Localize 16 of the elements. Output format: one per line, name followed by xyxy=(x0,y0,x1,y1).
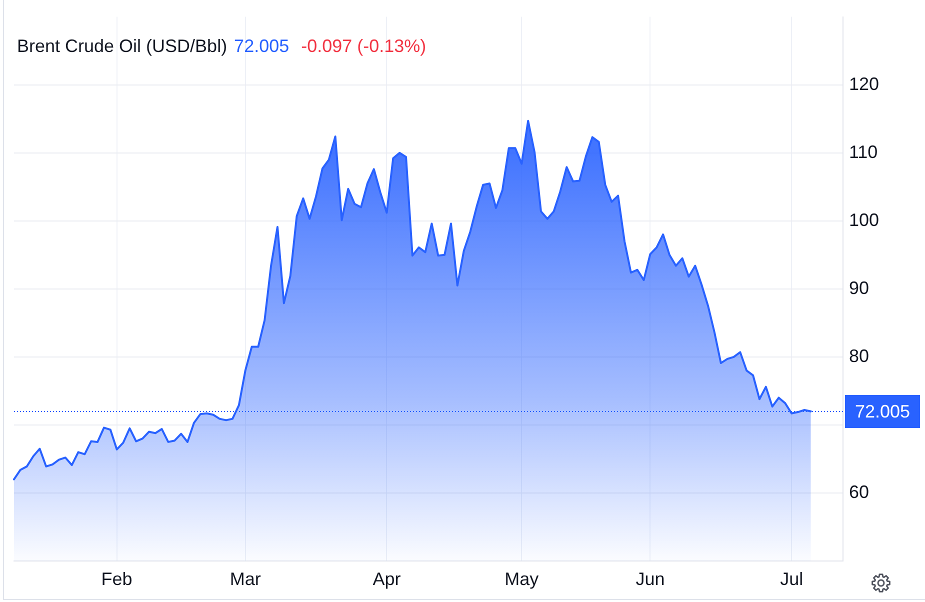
annotation: -0.097 (-0.13%) xyxy=(301,36,426,56)
text: Brent Crude Oil (USD/Bbl) xyxy=(17,36,228,56)
y-tick-label: 100 xyxy=(849,210,880,230)
x-tick-label: Jul xyxy=(780,568,804,589)
y-tick-label: 120 xyxy=(849,74,880,94)
x-tick-label: Feb xyxy=(101,568,132,589)
ref-line-label: 72.005 xyxy=(855,401,910,422)
x-tick-label: Jun xyxy=(636,568,665,589)
y-tick-label: 80 xyxy=(849,346,870,366)
x-tick-label: Apr xyxy=(372,568,401,589)
x-tick-label: Mar xyxy=(230,568,261,589)
y-tick-label: 60 xyxy=(849,482,870,502)
y-tick-label: 90 xyxy=(849,278,870,298)
y-tick-label: 110 xyxy=(849,142,878,162)
annotation: 72.005 xyxy=(234,36,290,56)
x-tick-label: May xyxy=(504,568,539,589)
